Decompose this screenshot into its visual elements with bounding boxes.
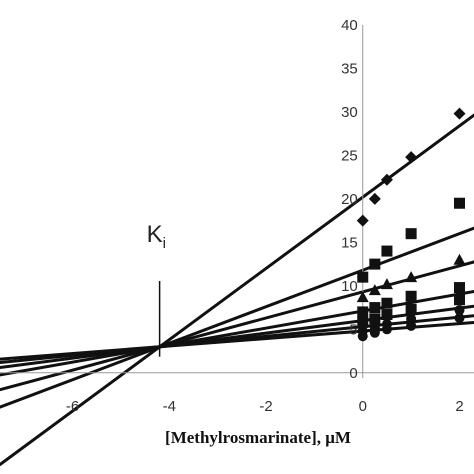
data-point-s3-5 xyxy=(453,253,466,265)
data-markers xyxy=(356,107,466,342)
fit-line-5 xyxy=(0,304,474,370)
fit-line-2 xyxy=(0,226,474,409)
x-tick-label: 2 xyxy=(455,398,463,415)
data-point-s7-3 xyxy=(381,324,392,335)
data-point-s1-4 xyxy=(405,151,418,164)
data-point-s4-5 xyxy=(453,282,465,294)
y-tick-label: 5 xyxy=(349,321,357,338)
data-point-s4-1 xyxy=(357,306,369,318)
data-point-s1-2 xyxy=(368,192,381,205)
data-point-s4-3 xyxy=(381,297,393,309)
ki-subscript: i xyxy=(163,235,166,252)
x-tick-label: -4 xyxy=(163,398,176,415)
x-axis-title: [Methylrosmarinate], μM xyxy=(165,428,351,447)
x-tick-label: -6 xyxy=(66,398,79,415)
data-point-s2-4 xyxy=(405,228,417,240)
data-point-s2-3 xyxy=(381,245,393,257)
y-tick-label: 20 xyxy=(341,191,358,208)
y-tick-label: 35 xyxy=(341,60,358,77)
y-tick-label: 40 xyxy=(341,17,358,34)
y-tick-label: 0 xyxy=(349,365,357,382)
data-point-s3-3 xyxy=(380,278,393,290)
data-point-s3-2 xyxy=(368,284,381,296)
data-point-s2-2 xyxy=(369,258,381,270)
x-tick-label: -2 xyxy=(259,398,272,415)
data-point-s7-4 xyxy=(406,320,417,331)
data-point-s5-2 xyxy=(369,313,381,325)
x-tick-label: 0 xyxy=(359,398,367,415)
data-point-s4-4 xyxy=(405,290,417,302)
fit-line-3 xyxy=(0,260,474,392)
data-point-s2-1 xyxy=(357,271,369,283)
fit-line-1 xyxy=(0,113,474,467)
data-point-s7-5 xyxy=(454,313,465,324)
y-tick-label: 25 xyxy=(341,147,358,164)
data-point-s1-3 xyxy=(380,173,393,186)
y-tick-label: 15 xyxy=(341,234,358,251)
data-point-s2-5 xyxy=(453,197,465,209)
y-tick-label: 30 xyxy=(341,104,358,121)
data-point-s5-3 xyxy=(381,309,393,321)
fit-line-7 xyxy=(0,320,474,361)
data-point-s7-2 xyxy=(369,327,380,338)
data-point-s4-2 xyxy=(369,302,381,314)
y-tick-label: 10 xyxy=(341,278,358,295)
data-point-s6-5 xyxy=(454,305,465,316)
data-point-s6-4 xyxy=(406,313,417,324)
data-point-s5-5 xyxy=(453,294,465,306)
fit-line-6 xyxy=(0,314,474,365)
ki-annotation: Ki xyxy=(147,221,166,252)
data-point-s3-1 xyxy=(356,291,369,303)
tick-labels: 0 5 10 15 20 25 30 35 40 -6 -4 -2 0 2 xyxy=(66,17,464,415)
data-point-s5-1 xyxy=(357,316,369,328)
data-point-s1-1 xyxy=(356,214,369,227)
data-point-s3-4 xyxy=(405,271,418,283)
fit-line-4 xyxy=(0,289,474,377)
fit-lines xyxy=(0,113,474,467)
data-point-s7-1 xyxy=(357,331,368,342)
data-point-s1-5 xyxy=(453,107,466,120)
data-point-s5-4 xyxy=(405,303,417,315)
